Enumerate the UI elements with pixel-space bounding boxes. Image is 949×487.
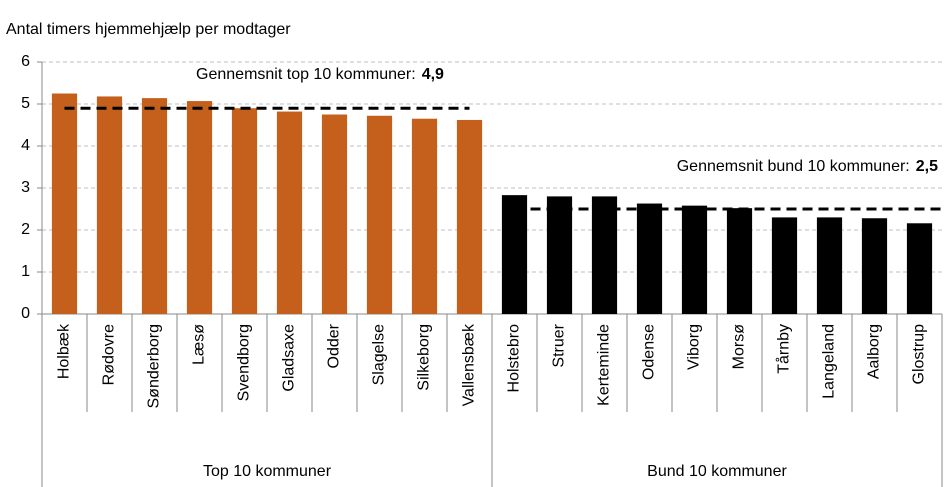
y-tick-label: 2 — [21, 221, 30, 238]
bar — [771, 217, 798, 314]
group-label: Bund 10 kommuner — [647, 463, 787, 480]
y-axis-label: Antal timers hjemmehjælp per modtager — [6, 21, 291, 38]
x-tick-label: Holbæk — [56, 323, 73, 379]
bar — [231, 108, 258, 314]
bar — [501, 195, 528, 314]
average-annotation: Gennemsnit bund 10 kommuner: 2,5 — [677, 158, 938, 175]
bar — [366, 115, 393, 314]
x-tick-label: Læsø — [191, 324, 208, 365]
x-tick-label: Struer — [551, 323, 568, 367]
bar — [186, 101, 213, 314]
x-tick-label: Vallensbæk — [461, 323, 478, 406]
x-tick-label: Glostrup — [911, 324, 928, 385]
x-tick-label: Aalborg — [866, 324, 883, 379]
bar — [96, 96, 123, 314]
x-tick-label: Slagelse — [371, 324, 388, 385]
x-tick-label: Rødovre — [101, 324, 118, 385]
bar — [276, 111, 303, 314]
bar — [906, 223, 933, 314]
x-tick-label: Odder — [326, 323, 343, 368]
bar — [636, 203, 663, 314]
x-tick-label: Holstebro — [506, 324, 523, 393]
bar — [726, 208, 753, 314]
bar — [411, 118, 438, 314]
x-tick-label: Svendborg — [236, 324, 253, 401]
average-value: 2,5 — [916, 158, 938, 175]
x-tick-label: Kerteminde — [596, 324, 613, 406]
bar — [861, 218, 888, 314]
y-tick-label: 4 — [21, 137, 30, 154]
x-tick-label: Gladsaxe — [281, 324, 298, 392]
y-tick-label: 3 — [21, 179, 30, 196]
x-tick-label: Langeland — [821, 324, 838, 399]
y-tick-label: 6 — [21, 53, 30, 70]
average-annotation: Gennemsnit top 10 kommuner: 4,9 — [196, 66, 444, 83]
x-tick-label: Viborg — [686, 324, 703, 370]
average-label: Gennemsnit bund 10 kommuner: — [677, 158, 910, 175]
bar — [546, 196, 573, 314]
y-tick-label: 1 — [21, 263, 30, 280]
average-value: 4,9 — [422, 66, 444, 83]
y-tick-label: 0 — [21, 305, 30, 322]
x-tick-label: Sønderborg — [146, 324, 163, 409]
x-tick-label: Silkeborg — [416, 324, 433, 391]
bar — [816, 217, 843, 314]
bar — [321, 114, 348, 314]
bar — [141, 98, 168, 315]
x-tick-label: Odense — [641, 324, 658, 380]
average-label: Gennemsnit top 10 kommuner: — [196, 66, 416, 83]
bar — [51, 93, 78, 314]
x-tick-label: Morsø — [731, 324, 748, 370]
bar — [591, 196, 618, 314]
group-label: Top 10 kommuner — [203, 463, 332, 480]
y-tick-label: 5 — [21, 95, 30, 112]
bar — [681, 205, 708, 314]
bar — [456, 119, 483, 315]
x-tick-label: Tårnby — [775, 324, 793, 374]
